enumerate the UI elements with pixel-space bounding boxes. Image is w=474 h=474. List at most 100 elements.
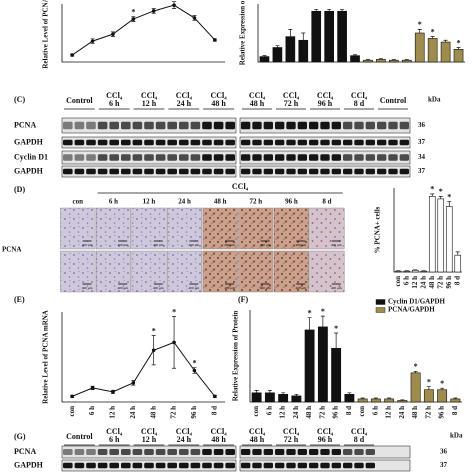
lane-group-name: CCl₄ <box>176 91 193 100</box>
tissue-image <box>273 207 309 250</box>
blot-band <box>297 168 307 175</box>
lane-group-name: Control <box>380 96 407 105</box>
blot-band <box>86 462 96 469</box>
bar <box>278 394 289 403</box>
blot-band <box>309 139 319 146</box>
blot-band <box>263 168 273 175</box>
blot-band <box>252 168 262 175</box>
tissue-image <box>167 207 203 250</box>
blot-band <box>354 449 364 455</box>
tissue-image <box>202 250 238 293</box>
x-tick-label: 96 h <box>445 276 453 289</box>
bar <box>437 389 448 403</box>
bar <box>453 49 464 63</box>
blot-band <box>365 449 375 455</box>
significance-mark: * <box>334 324 338 333</box>
x-tick-label: con <box>252 406 260 417</box>
blot-band <box>399 139 409 146</box>
data-point <box>111 32 115 36</box>
y-axis-label: % PCNA+ cells <box>374 206 382 253</box>
blot-band <box>343 449 353 455</box>
panel-label: (C) <box>14 95 25 104</box>
data-point <box>213 394 217 399</box>
blot-band <box>286 121 296 130</box>
tissue-image <box>238 250 274 293</box>
blot-band <box>155 154 166 161</box>
blot-band <box>354 462 364 469</box>
blot-band <box>202 449 212 455</box>
axis <box>61 312 225 403</box>
kda-value: 37 <box>440 461 448 469</box>
tissue-image <box>131 207 167 250</box>
blot-band <box>388 154 398 161</box>
column-label: 72 h <box>249 198 262 206</box>
blot-band <box>179 462 189 469</box>
blot-band <box>377 139 387 146</box>
x-tick-label: con <box>68 406 76 417</box>
blot-band <box>86 449 96 455</box>
error-bar <box>301 32 306 41</box>
significance-mark: * <box>427 377 431 386</box>
blot-band <box>388 139 398 146</box>
x-tick-label: 24 h <box>292 406 300 419</box>
blot-band <box>179 121 189 130</box>
blot-band <box>241 139 251 146</box>
tissue-image <box>95 250 131 293</box>
blot-band <box>167 462 177 469</box>
kda-value: 34 <box>418 153 426 161</box>
error-bar <box>340 9 345 12</box>
blot-band <box>225 462 235 469</box>
blot-band <box>252 462 262 469</box>
blot-band <box>320 154 330 161</box>
lane-group-name: CCl₄ <box>283 91 300 100</box>
x-tick-label: 24 h <box>419 276 427 289</box>
bar <box>291 395 302 403</box>
scale-bar-label: 400 μm <box>331 243 342 247</box>
bar <box>427 38 438 63</box>
bar <box>394 270 402 273</box>
blot-band <box>190 168 201 175</box>
data-point <box>90 39 95 43</box>
x-tick-label: 6 h <box>265 406 273 415</box>
x-tick-label: 72 h <box>436 276 444 289</box>
blot-band <box>144 168 154 175</box>
bar <box>264 392 275 403</box>
blot-band <box>132 121 143 130</box>
significance-mark: * <box>192 359 196 368</box>
legend-label: Cyclin D1/GAPDH <box>388 298 446 306</box>
blot-band <box>225 139 235 146</box>
lane-group-time: 6 h <box>109 435 120 444</box>
column-label: con <box>73 198 84 206</box>
blot-band <box>365 462 375 469</box>
blot-band <box>190 121 201 130</box>
blot-band <box>86 139 96 146</box>
blot-band <box>275 139 285 146</box>
bar <box>445 206 453 273</box>
blot-band <box>132 154 143 161</box>
blot-band <box>121 462 131 469</box>
y-axis-label: Relative Level of PCNA <box>42 0 50 69</box>
panel-label: (G) <box>14 432 26 441</box>
lane-group-name: CCl₄ <box>176 427 193 436</box>
blot-band <box>331 121 341 130</box>
column-label: 8 d <box>322 198 331 206</box>
error-bar <box>314 9 319 12</box>
blot-band <box>144 154 154 161</box>
blot-band <box>121 154 131 161</box>
bar <box>411 270 419 273</box>
lane-group-time: 48 h <box>211 99 226 108</box>
blot-band <box>86 168 96 175</box>
column-label: 96 h <box>285 198 298 206</box>
bar <box>337 10 347 63</box>
kda-value: 36 <box>418 121 426 129</box>
blot-band <box>213 449 224 455</box>
lane-group-time: 24 h <box>177 99 192 108</box>
x-tick-label: 48 h <box>411 406 419 419</box>
x-tick-label: 8 d <box>345 406 353 415</box>
blot-band <box>167 154 177 161</box>
x-tick-label: 12 h <box>411 276 419 289</box>
kda-label: kDa <box>450 432 463 440</box>
kda-label: kDa <box>428 96 441 104</box>
blot-band <box>309 154 319 161</box>
